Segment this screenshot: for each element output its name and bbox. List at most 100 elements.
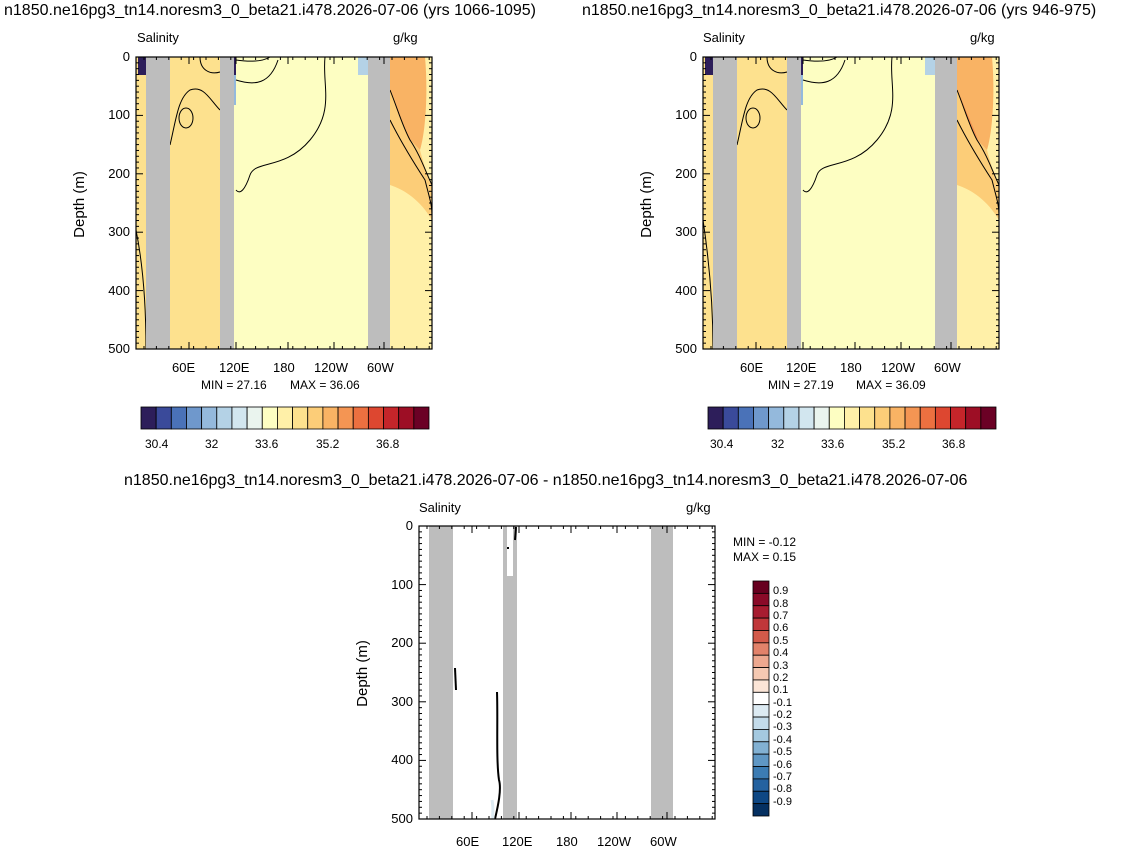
- panel1-section: [135, 56, 433, 350]
- panel3-max-label: MAX = 0.15: [733, 550, 797, 564]
- panel3-y-axis-label: Depth (m): [353, 640, 371, 707]
- colorbar-swatch: [752, 592, 770, 607]
- p1-cb-label-2: 33.6: [255, 437, 279, 451]
- p3-ytick-200: 200: [391, 635, 413, 650]
- p3-cb-label: 0.9: [773, 585, 789, 598]
- colorbar-swatch: [752, 654, 770, 668]
- p3-cb-label: 0.8: [773, 597, 789, 610]
- p3-cb-label: 0.6: [773, 622, 789, 635]
- panel3-title: n1850.ne16pg3_tn14.noresm3_0_beta21.i478…: [124, 472, 968, 489]
- p3-xtick-120w: 120W: [597, 834, 631, 849]
- p2-ytick-400: 400: [675, 283, 697, 298]
- p3-ytick-300: 300: [391, 694, 413, 709]
- panel3-colorbar: [752, 580, 770, 817]
- p2-cb-label-0: 30.4: [710, 437, 734, 451]
- panel1-land-americas: [368, 57, 390, 349]
- p3-xtick-60w: 60W: [650, 834, 677, 849]
- panel2-x-ticks: [710, 57, 997, 349]
- p3-cb-label: 0.2: [773, 671, 789, 684]
- colorbar-swatch: [752, 790, 770, 805]
- p2-ytick-100: 100: [675, 107, 697, 122]
- p2-xtick-120e: 120E: [786, 360, 817, 375]
- panel1-units-label: g/kg: [393, 30, 418, 45]
- p3-cb-label: -0.7: [773, 770, 792, 783]
- panel2-variable-label: Salinity: [703, 30, 745, 45]
- p1-xtick-120w: 120W: [314, 360, 348, 375]
- p1-cb-label-4: 36.8: [376, 437, 400, 451]
- p2-ytick-300: 300: [675, 224, 697, 239]
- p3-cb-label: -0.3: [773, 721, 792, 734]
- colorbar-swatch: [752, 741, 770, 755]
- p2-ytick-200: 200: [675, 166, 697, 181]
- p3-cb-label: 0.7: [773, 610, 789, 623]
- panel1-max-label: MAX = 36.06: [290, 378, 360, 392]
- panel1-contour-g: [135, 229, 147, 350]
- colorbar-swatch: [413, 406, 430, 430]
- p3-cb-label: -0.8: [773, 783, 792, 796]
- panel3-section: [419, 526, 715, 820]
- panel2-units-label: g/kg: [970, 30, 995, 45]
- p3-cb-label: 0.1: [773, 684, 789, 697]
- panel3-variable-label: Salinity: [419, 500, 461, 515]
- p3-cb-label: 0.5: [773, 634, 789, 647]
- p1-ytick-400: 400: [108, 283, 130, 298]
- p1-cb-label-0: 30.4: [145, 437, 169, 451]
- p2-ytick-0: 0: [689, 49, 697, 64]
- p3-cb-label: -0.4: [773, 733, 792, 746]
- panel1-min-label: MIN = 27.16: [201, 378, 267, 392]
- panel3-y-ticks: [419, 525, 715, 820]
- panel2-min-label: MIN = 27.19: [768, 378, 834, 392]
- p3-ytick-500: 500: [391, 811, 413, 826]
- p3-xtick-60e: 60E: [456, 834, 480, 849]
- p2-xtick-120w: 120W: [881, 360, 915, 375]
- panel1-y-ticks: [136, 56, 432, 350]
- p3-cb-label: -0.2: [773, 709, 792, 722]
- colorbar-swatch: [752, 803, 770, 817]
- p2-xtick-180: 180: [840, 360, 862, 375]
- p3-ytick-400: 400: [391, 752, 413, 767]
- panel2-max-label: MAX = 36.09: [856, 378, 926, 392]
- panel1-atlantic-high: [390, 57, 427, 150]
- panel1-contour-h: [389, 89, 433, 186]
- panel1-west-fresh: [138, 57, 146, 75]
- p2-xtick-60w: 60W: [934, 360, 961, 375]
- p1-ytick-500: 500: [108, 341, 130, 356]
- p2-ytick-500: 500: [675, 341, 697, 356]
- panel1-east-fresh: [358, 57, 368, 75]
- p1-ytick-100: 100: [108, 107, 130, 122]
- p2-xtick-60e: 60E: [740, 360, 764, 375]
- p1-xtick-180: 180: [273, 360, 295, 375]
- p1-cb-label-3: 35.2: [316, 437, 340, 451]
- p3-cb-label: -0.5: [773, 746, 792, 759]
- panel2-title: n1850.ne16pg3_tn14.noresm3_0_beta21.i478…: [582, 2, 1097, 19]
- colorbar-swatch: [752, 753, 770, 767]
- p1-ytick-300: 300: [108, 224, 130, 239]
- p3-cb-label: -0.6: [773, 758, 792, 771]
- panel1-x-ticks: [143, 57, 430, 349]
- colorbar-swatch: [752, 642, 770, 656]
- p3-cb-label: 0.3: [773, 659, 789, 672]
- panel2-section: [702, 56, 1000, 350]
- colorbar-swatch: [752, 667, 770, 681]
- p2-cb-label-4: 36.8: [942, 437, 966, 451]
- panel1-indian-ocean: [170, 57, 220, 349]
- colorbar-swatch: [752, 704, 770, 718]
- panel1-atlantic-mid: [390, 90, 432, 220]
- p1-cb-label-1: 32: [205, 437, 219, 451]
- colorbar-swatch: [752, 679, 770, 693]
- panel1-title: n1850.ne16pg3_tn14.noresm3_0_beta21.i478…: [4, 2, 536, 19]
- p3-ytick-0: 0: [405, 518, 413, 533]
- colorbar-swatch: [752, 716, 770, 730]
- panel1-land-indonesia: [220, 57, 234, 349]
- panel1-contour-c: [235, 56, 327, 193]
- p3-cb-label: 0.4: [773, 647, 789, 660]
- colorbar-swatch: [752, 617, 770, 631]
- p1-ytick-0: 0: [122, 49, 130, 64]
- panel3-min-label: MIN = -0.12: [733, 535, 797, 549]
- p1-xtick-60w: 60W: [367, 360, 394, 375]
- p3-xtick-120e: 120E: [502, 834, 533, 849]
- p2-cb-label-3: 35.2: [882, 437, 906, 451]
- colorbar-swatch: [752, 630, 770, 644]
